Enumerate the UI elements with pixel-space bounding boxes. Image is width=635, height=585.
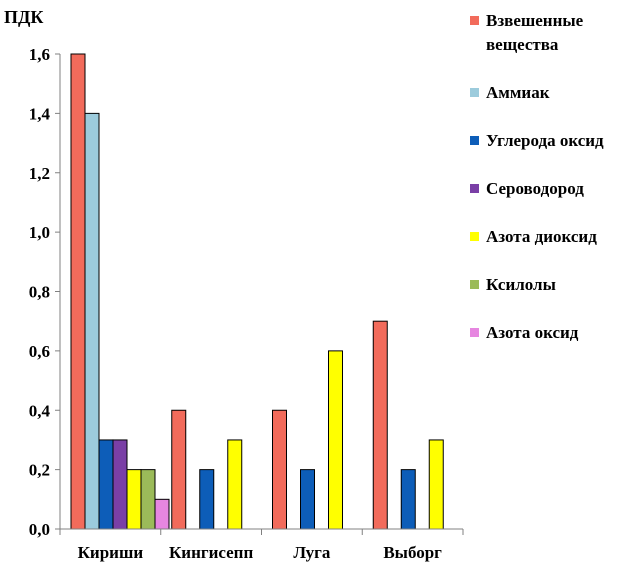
bar	[84, 112, 100, 530]
legend-swatch	[470, 16, 479, 25]
y-tick-label: 1,6	[29, 45, 50, 64]
y-tick-label: 0,2	[29, 461, 50, 480]
bar	[272, 409, 287, 530]
bar	[98, 439, 114, 530]
y-tick-label: 0,4	[29, 401, 51, 420]
legend-label: Углерода оксид	[486, 131, 604, 150]
x-tick-label: Выборг	[383, 543, 442, 562]
legend-swatch	[470, 232, 479, 241]
axes-group: 0,0 0,2 0,4 0,6 0,8 1,0 1,2 1,4 1,6 Кириши Кингисе…	[29, 45, 464, 562]
bar	[171, 409, 187, 530]
x-tick-label: Луга	[293, 543, 330, 562]
legend-label: Азота диоксид	[486, 227, 597, 246]
legend-label: Сероводород	[486, 179, 584, 198]
legend-label: Азота оксид	[486, 323, 579, 342]
y-tick-label: 1,2	[29, 164, 50, 183]
legend-label: Взвешенные	[486, 11, 584, 30]
y-tick-label: 0,8	[29, 283, 50, 302]
legend-label: Аммиак	[486, 83, 550, 102]
bars-group	[70, 53, 444, 530]
y-tick-label: 0,0	[29, 520, 50, 539]
bar	[70, 53, 86, 530]
legend-swatch	[470, 184, 479, 193]
y-tick-label: 1,4	[29, 104, 51, 123]
y-tick-label: 1,0	[29, 223, 50, 242]
legend-swatch	[470, 136, 479, 145]
bar	[140, 469, 156, 530]
x-tick-label: Кириши	[78, 543, 144, 562]
bar	[154, 498, 170, 530]
legend-label: Ксилолы	[486, 275, 556, 294]
bar	[112, 439, 128, 530]
bar	[199, 469, 215, 530]
bar	[227, 439, 243, 530]
legend-swatch	[470, 328, 479, 337]
bar	[328, 350, 343, 530]
y-tick-label: 0,6	[29, 342, 50, 361]
legend-swatch	[470, 280, 479, 289]
x-tick-label: Кингисепп	[169, 543, 254, 562]
legend: Взвешенные вещества Аммиак Углерода оксид Се…	[470, 11, 604, 342]
legend-label: вещества	[486, 35, 559, 54]
bar	[300, 469, 315, 530]
bar	[400, 469, 416, 530]
y-axis-label: ПДК	[4, 7, 43, 27]
legend-swatch	[470, 88, 479, 97]
bar	[372, 320, 388, 530]
bar	[126, 469, 142, 530]
bar	[428, 439, 444, 530]
